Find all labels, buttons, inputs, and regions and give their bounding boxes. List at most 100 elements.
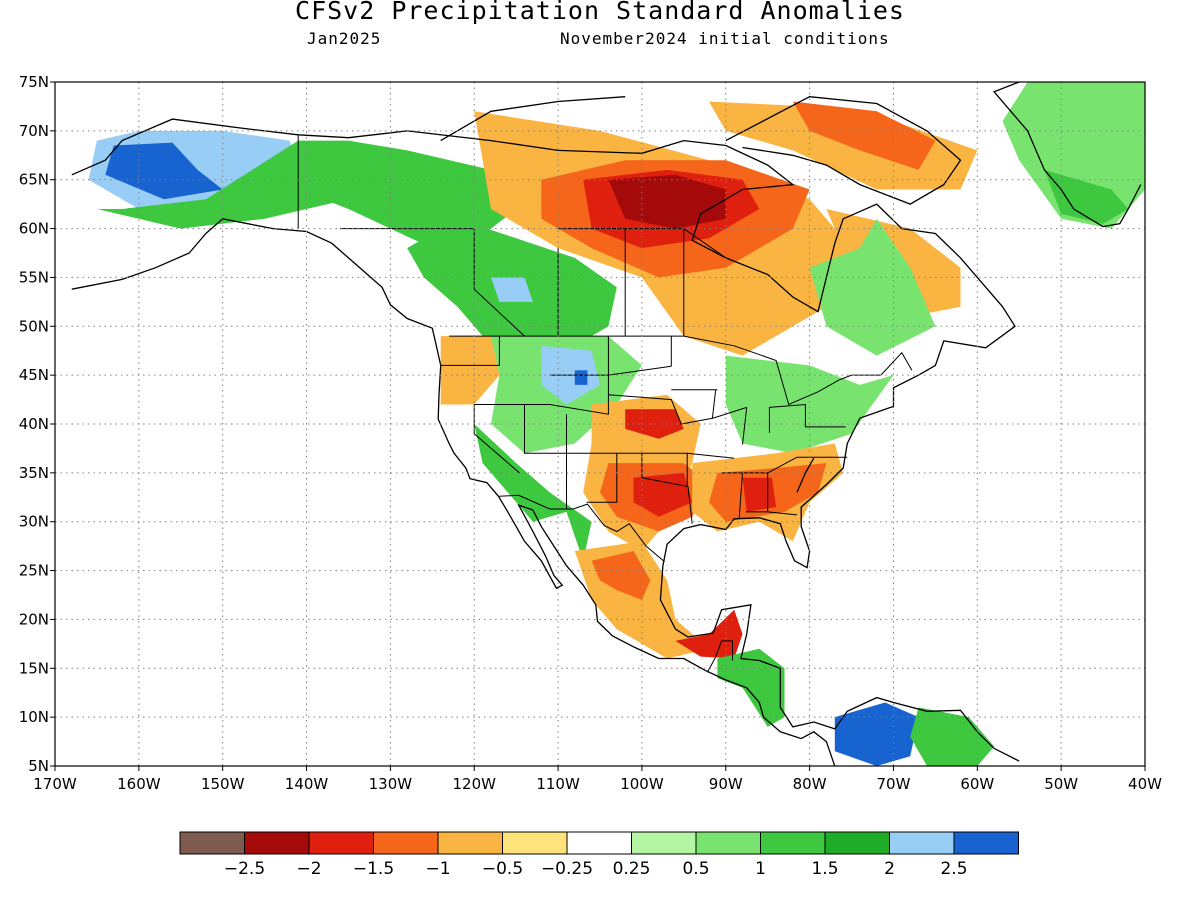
lat-tick-label: 60N [19,220,49,238]
coastline-2 [725,96,962,205]
border-7 [549,365,672,376]
colorbar-swatch [373,831,439,855]
colorbar: −2.5 −2 −1.5 −1 −0.5 −0.25 0.25 0.5 1 1.5 2 2.5 [179,831,1019,879]
colorbar-swatch [244,831,310,855]
region-texas-red [633,472,693,517]
colorbar-swatch [502,831,568,855]
lat-tick-label: 25N [19,562,49,580]
lon-tick-label: 160W [117,775,161,793]
border-5 [473,404,520,474]
coastline-3 [993,82,1142,228]
border-18 [769,403,846,428]
region-baffin-orange [792,101,936,170]
border-2 [499,494,665,563]
lat-tick-label: 50N [19,317,49,335]
init-conditions: November2024 initial conditions [560,29,890,48]
colorbar-swatch [308,831,374,855]
lon-tick-label: 50W [1044,775,1078,793]
region-hudson-bay-darkred [608,174,726,229]
border-15 [738,472,743,518]
region-greenland-dark-green [1044,169,1129,224]
colorbar-label: 0.25 [613,859,651,879]
lat-tick-label: 35N [19,464,49,482]
colorbar-swatch [953,831,1019,855]
border-11 [641,453,693,524]
lon-tick-label: 130W [369,775,413,793]
lon-tick-label: 70W [877,775,911,793]
lat-tick-label: 15N [19,659,49,677]
region-venezuela-green [910,707,995,766]
lat-tick-label: 30N [19,513,49,531]
colorbar-swatch [566,831,632,855]
coastline-0 [71,118,1020,762]
colorbar-swatch [179,831,245,855]
lat-tick-label: 20N [19,610,49,628]
colorbar-label: 2 [884,859,895,879]
lon-tick-label: 40W [1128,775,1162,793]
lon-tick-label: 170W [33,775,77,793]
region-great-lakes-green [725,355,894,454]
lat-tick-label: 45N [19,366,49,384]
lon-tick-label: 100W [620,775,664,793]
border-29 [706,640,733,673]
border-6 [524,404,735,459]
grid-lines [55,82,1145,766]
axis-labels: 170W 160W 150W 140W 130W 120W 110W 100W 90W 80W 70… [19,73,1162,793]
lon-tick-label: 110W [536,775,580,793]
region-alberta-wet [491,277,533,302]
lat-tick-label: 65N [19,171,49,189]
coastline-4 [440,96,626,142]
map-title: CFSv2 Precipitation Standard Anomalies [295,0,905,25]
lat-tick-label: 75N [19,73,49,91]
region-montana-very-wet [574,370,588,385]
region-yukon-nwt-green [298,140,542,249]
region-quebec-green [809,218,936,356]
region-southwest-green [474,424,592,561]
colorbar-label: −0.5 [482,859,523,879]
coastlines [71,82,1142,766]
region-alaska-very-wet [105,142,223,200]
region-mexico-orange [591,551,651,600]
colorbar-swatch [760,831,826,855]
colorbar-swatch [437,831,503,855]
region-alabama-red [742,477,777,512]
coastline-5 [796,457,815,493]
region-baffin-dry [709,101,978,190]
border-17 [767,511,798,516]
lon-tick-label: 140W [285,775,329,793]
colorbar-swatch [695,831,761,855]
colorbar-label: −1 [425,859,450,879]
border-3 [440,336,500,366]
lon-tick-label: 60W [960,775,994,793]
lon-tick-label: 90W [709,775,743,793]
region-central-america-green [717,648,785,727]
border-24 [473,228,525,337]
lon-tick-label: 80W [793,775,827,793]
lon-tick-label: 150W [201,775,245,793]
lat-tick-label: 5N [28,757,49,775]
colorbar-label: −2 [296,859,321,879]
border-19 [742,407,748,445]
coastline-1 [71,218,836,766]
region-alaska-green [96,140,349,229]
border-8 [608,394,747,425]
lat-tick-label: 55N [19,268,49,286]
lat-tick-label: 40N [19,415,49,433]
colorbar-label: −0.25 [541,859,593,879]
border-10 [586,453,618,503]
lon-tick-label: 120W [452,775,496,793]
border-21 [711,389,717,419]
colorbar-swatch [631,831,697,855]
colorbar-label: −1.5 [353,859,394,879]
colorbar-label: 2.5 [940,859,967,879]
anomaly-regions [88,82,1145,766]
lat-tick-label: 10N [19,708,49,726]
colorbar-label: −2.5 [224,859,265,879]
colorbar-swatch [889,831,955,855]
region-pacific-nw-dry [440,336,500,405]
colorbar-label: 1.5 [811,859,838,879]
valid-month: Jan2025 [307,29,382,48]
region-colombia-very-wet [834,702,919,766]
border-1 [449,335,913,406]
